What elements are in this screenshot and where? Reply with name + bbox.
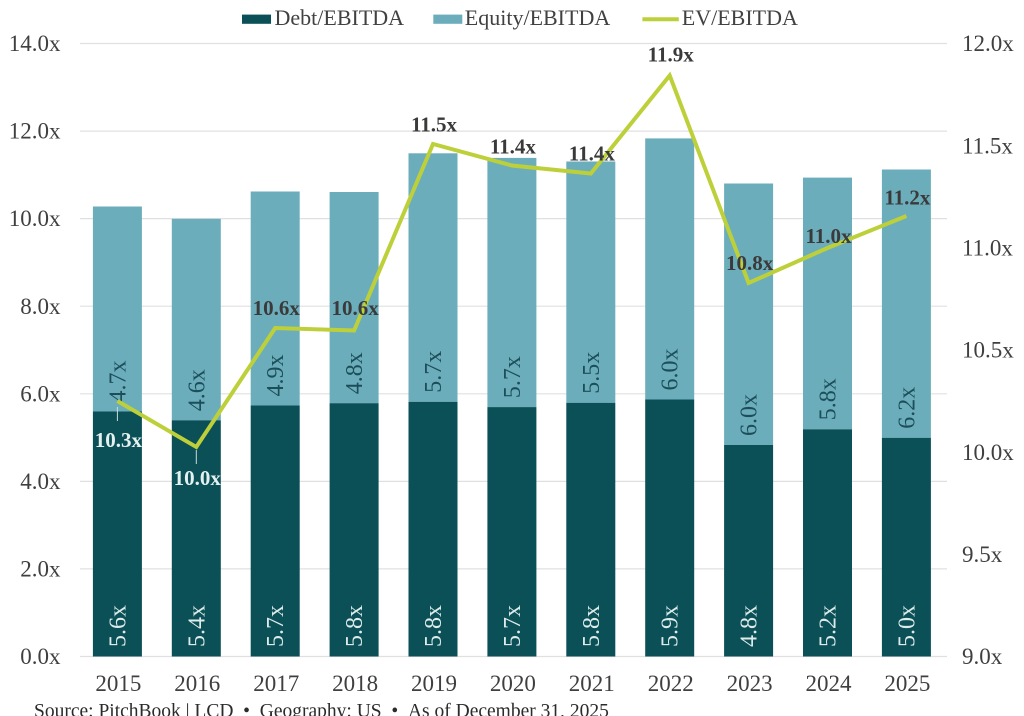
- svg-text:10.0x: 10.0x: [9, 206, 61, 231]
- svg-text:2022: 2022: [648, 671, 694, 696]
- svg-text:2020: 2020: [490, 671, 536, 696]
- svg-text:11.5x: 11.5x: [962, 133, 1013, 158]
- svg-text:2024: 2024: [806, 671, 853, 696]
- svg-text:10.0x: 10.0x: [962, 440, 1014, 465]
- svg-text:11.0x: 11.0x: [962, 235, 1013, 260]
- svg-text:2.0x: 2.0x: [20, 557, 61, 582]
- svg-text:5.7x: 5.7x: [263, 605, 289, 647]
- svg-text:2017: 2017: [253, 671, 299, 696]
- svg-text:12.0x: 12.0x: [962, 31, 1014, 56]
- svg-text:6.2x: 6.2x: [894, 387, 920, 429]
- svg-text:9.0x: 9.0x: [962, 644, 1003, 669]
- svg-text:12.0x: 12.0x: [9, 119, 61, 144]
- svg-text:EV/EBITDA: EV/EBITDA: [682, 5, 798, 30]
- svg-text:5.8x: 5.8x: [579, 605, 605, 647]
- svg-text:Source: PitchBook | LCD • Ge: Source: PitchBook | LCD • Geography: US …: [34, 701, 609, 716]
- svg-text:2023: 2023: [727, 671, 773, 696]
- svg-text:5.0x: 5.0x: [894, 605, 920, 647]
- svg-text:5.8x: 5.8x: [816, 378, 842, 420]
- svg-text:5.9x: 5.9x: [658, 605, 684, 647]
- svg-text:5.5x: 5.5x: [579, 352, 605, 394]
- svg-text:2018: 2018: [332, 671, 378, 696]
- svg-text:9.5x: 9.5x: [962, 542, 1003, 567]
- svg-text:5.7x: 5.7x: [500, 605, 526, 647]
- svg-text:4.8x: 4.8x: [737, 605, 763, 647]
- svg-text:2019: 2019: [411, 671, 457, 696]
- svg-text:10.0x: 10.0x: [174, 466, 222, 490]
- svg-text:6.0x: 6.0x: [737, 394, 763, 436]
- svg-text:2021: 2021: [569, 671, 615, 696]
- svg-text:11.9x: 11.9x: [648, 43, 695, 67]
- svg-text:11.4x: 11.4x: [569, 142, 616, 166]
- svg-text:10.3x: 10.3x: [95, 428, 143, 452]
- svg-text:4.7x: 4.7x: [105, 361, 131, 403]
- svg-text:6.0x: 6.0x: [20, 381, 61, 406]
- svg-text:2015: 2015: [95, 671, 141, 696]
- svg-text:6.0x: 6.0x: [658, 349, 684, 391]
- svg-text:0.0x: 0.0x: [20, 644, 61, 669]
- svg-text:5.7x: 5.7x: [500, 356, 526, 398]
- svg-text:5.7x: 5.7x: [421, 351, 447, 393]
- svg-text:14.0x: 14.0x: [9, 31, 61, 56]
- svg-text:5.8x: 5.8x: [342, 605, 368, 647]
- svg-text:Debt/EBITDA: Debt/EBITDA: [275, 5, 405, 30]
- svg-text:5.8x: 5.8x: [421, 605, 447, 647]
- svg-text:4.8x: 4.8x: [342, 352, 368, 394]
- svg-text:11.0x: 11.0x: [805, 224, 852, 248]
- svg-text:4.9x: 4.9x: [263, 355, 289, 397]
- svg-text:11.2x: 11.2x: [884, 186, 931, 210]
- svg-text:10.6x: 10.6x: [253, 296, 301, 320]
- svg-text:5.2x: 5.2x: [816, 605, 842, 647]
- svg-text:2016: 2016: [174, 671, 220, 696]
- svg-text:8.0x: 8.0x: [20, 294, 61, 319]
- svg-text:4.0x: 4.0x: [20, 469, 61, 494]
- svg-text:10.5x: 10.5x: [962, 338, 1014, 363]
- svg-text:10.6x: 10.6x: [331, 296, 379, 320]
- svg-text:5.4x: 5.4x: [184, 605, 210, 647]
- svg-text:2025: 2025: [884, 671, 930, 696]
- svg-text:10.8x: 10.8x: [726, 251, 774, 275]
- svg-text:11.5x: 11.5x: [411, 113, 458, 137]
- svg-text:4.6x: 4.6x: [184, 369, 210, 411]
- svg-text:11.4x: 11.4x: [490, 135, 537, 159]
- svg-text:5.6x: 5.6x: [105, 605, 131, 647]
- svg-text:Equity/EBITDA: Equity/EBITDA: [465, 5, 611, 30]
